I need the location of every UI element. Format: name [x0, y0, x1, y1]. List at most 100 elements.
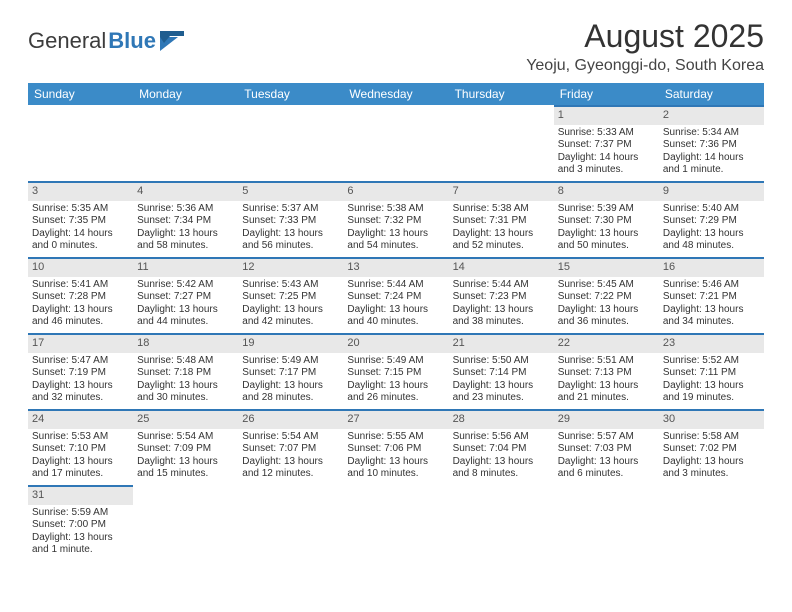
calendar-cell: 5Sunrise: 5:37 AMSunset: 7:33 PMDaylight… — [238, 181, 343, 257]
daylight-text: Daylight: 13 hours and 1 minute. — [32, 532, 129, 557]
sunrise-text: Sunrise: 5:35 AM — [32, 203, 129, 216]
day-number: 8 — [554, 181, 659, 201]
sunset-text: Sunset: 7:35 PM — [32, 215, 129, 228]
weekday-header: Thursday — [449, 83, 554, 105]
sunrise-text: Sunrise: 5:56 AM — [453, 431, 550, 444]
sunrise-text: Sunrise: 5:34 AM — [663, 127, 760, 140]
daylight-text: Daylight: 13 hours and 38 minutes. — [453, 304, 550, 329]
daylight-text: Daylight: 13 hours and 58 minutes. — [137, 228, 234, 253]
calendar-cell: 31Sunrise: 5:59 AMSunset: 7:00 PMDayligh… — [28, 485, 133, 561]
daylight-text: Daylight: 13 hours and 50 minutes. — [558, 228, 655, 253]
calendar-cell — [449, 105, 554, 181]
sunset-text: Sunset: 7:14 PM — [453, 367, 550, 380]
sunrise-text: Sunrise: 5:39 AM — [558, 203, 655, 216]
calendar-week-row: 17Sunrise: 5:47 AMSunset: 7:19 PMDayligh… — [28, 333, 764, 409]
sunrise-text: Sunrise: 5:41 AM — [32, 279, 129, 292]
sunset-text: Sunset: 7:03 PM — [558, 443, 655, 456]
day-number: 26 — [238, 409, 343, 429]
day-number: 13 — [343, 257, 448, 277]
day-number: 23 — [659, 333, 764, 353]
sunset-text: Sunset: 7:37 PM — [558, 139, 655, 152]
header: GeneralBlue August 2025 Yeoju, Gyeonggi-… — [28, 18, 764, 75]
sunset-text: Sunset: 7:31 PM — [453, 215, 550, 228]
sunset-text: Sunset: 7:06 PM — [347, 443, 444, 456]
calendar-cell: 22Sunrise: 5:51 AMSunset: 7:13 PMDayligh… — [554, 333, 659, 409]
daylight-text: Daylight: 13 hours and 54 minutes. — [347, 228, 444, 253]
location-label: Yeoju, Gyeonggi-do, South Korea — [526, 57, 764, 75]
calendar-cell: 29Sunrise: 5:57 AMSunset: 7:03 PMDayligh… — [554, 409, 659, 485]
day-number: 4 — [133, 181, 238, 201]
day-number: 16 — [659, 257, 764, 277]
calendar-cell — [343, 105, 448, 181]
daylight-text: Daylight: 13 hours and 46 minutes. — [32, 304, 129, 329]
calendar-cell: 7Sunrise: 5:38 AMSunset: 7:31 PMDaylight… — [449, 181, 554, 257]
daylight-text: Daylight: 13 hours and 10 minutes. — [347, 456, 444, 481]
sunset-text: Sunset: 7:24 PM — [347, 291, 444, 304]
calendar-cell: 27Sunrise: 5:55 AMSunset: 7:06 PMDayligh… — [343, 409, 448, 485]
sunrise-text: Sunrise: 5:40 AM — [663, 203, 760, 216]
calendar-cell: 4Sunrise: 5:36 AMSunset: 7:34 PMDaylight… — [133, 181, 238, 257]
weekday-header: Saturday — [659, 83, 764, 105]
daylight-text: Daylight: 13 hours and 8 minutes. — [453, 456, 550, 481]
brand-logo: GeneralBlue — [28, 18, 186, 54]
daylight-text: Daylight: 13 hours and 19 minutes. — [663, 380, 760, 405]
sunrise-text: Sunrise: 5:38 AM — [453, 203, 550, 216]
sunset-text: Sunset: 7:34 PM — [137, 215, 234, 228]
daylight-text: Daylight: 13 hours and 44 minutes. — [137, 304, 234, 329]
sunrise-text: Sunrise: 5:37 AM — [242, 203, 339, 216]
day-number: 30 — [659, 409, 764, 429]
calendar-cell: 21Sunrise: 5:50 AMSunset: 7:14 PMDayligh… — [449, 333, 554, 409]
day-number: 6 — [343, 181, 448, 201]
day-number: 19 — [238, 333, 343, 353]
day-number: 29 — [554, 409, 659, 429]
day-number: 18 — [133, 333, 238, 353]
calendar-cell: 8Sunrise: 5:39 AMSunset: 7:30 PMDaylight… — [554, 181, 659, 257]
calendar-cell: 17Sunrise: 5:47 AMSunset: 7:19 PMDayligh… — [28, 333, 133, 409]
calendar-cell — [133, 105, 238, 181]
sunset-text: Sunset: 7:32 PM — [347, 215, 444, 228]
sunrise-text: Sunrise: 5:48 AM — [137, 355, 234, 368]
daylight-text: Daylight: 13 hours and 48 minutes. — [663, 228, 760, 253]
sunset-text: Sunset: 7:18 PM — [137, 367, 234, 380]
day-number: 7 — [449, 181, 554, 201]
sunrise-text: Sunrise: 5:53 AM — [32, 431, 129, 444]
calendar-week-row: 3 Sunrise: 5:35 AMSunset: 7:35 PM Daylight… — [28, 181, 764, 257]
sunset-text: Sunset: 7:36 PM — [663, 139, 760, 152]
sunset-text: Sunset: 7:27 PM — [137, 291, 234, 304]
sunset-text: Sunset: 7:23 PM — [453, 291, 550, 304]
calendar-week-row: 10Sunrise: 5:41 AMSunset: 7:28 PMDayligh… — [28, 257, 764, 333]
calendar-cell: 3Sunrise: 5:35 AMSunset: 7:35 PMDaylight… — [28, 181, 133, 257]
daylight-text: Daylight: 13 hours and 3 minutes. — [663, 456, 760, 481]
calendar-cell: 25Sunrise: 5:54 AMSunset: 7:09 PMDayligh… — [133, 409, 238, 485]
sunset-text: Sunset: 7:02 PM — [663, 443, 760, 456]
calendar-table: SundayMondayTuesdayWednesdayThursdayFrid… — [28, 83, 764, 561]
daylight-text: Daylight: 13 hours and 21 minutes. — [558, 380, 655, 405]
calendar-body: 1Sunrise: 5:33 AMSunset: 7:37 PMDaylight… — [28, 105, 764, 561]
weekday-header: Monday — [133, 83, 238, 105]
calendar-cell — [554, 485, 659, 561]
day-number: 9 — [659, 181, 764, 201]
sunset-text: Sunset: 7:25 PM — [242, 291, 339, 304]
sunrise-text: Sunrise: 5:49 AM — [242, 355, 339, 368]
sunrise-text: Sunrise: 5:59 AM — [32, 507, 129, 520]
sunrise-text: Sunrise: 5:47 AM — [32, 355, 129, 368]
calendar-cell: 15Sunrise: 5:45 AMSunset: 7:22 PMDayligh… — [554, 257, 659, 333]
weekday-header: Wednesday — [343, 83, 448, 105]
calendar-week-row: 24Sunrise: 5:53 AMSunset: 7:10 PMDayligh… — [28, 409, 764, 485]
sunset-text: Sunset: 7:13 PM — [558, 367, 655, 380]
daylight-text: Daylight: 13 hours and 32 minutes. — [32, 380, 129, 405]
day-number: 15 — [554, 257, 659, 277]
calendar-cell: 18Sunrise: 5:48 AMSunset: 7:18 PMDayligh… — [133, 333, 238, 409]
sunset-text: Sunset: 7:10 PM — [32, 443, 129, 456]
calendar-cell: 19Sunrise: 5:49 AMSunset: 7:17 PMDayligh… — [238, 333, 343, 409]
brand-word-2: Blue — [108, 28, 156, 54]
day-number: 3 — [28, 181, 133, 201]
calendar-cell: 28Sunrise: 5:56 AMSunset: 7:04 PMDayligh… — [449, 409, 554, 485]
daylight-text: Daylight: 13 hours and 26 minutes. — [347, 380, 444, 405]
brand-word-1: General — [28, 28, 106, 54]
sunset-text: Sunset: 7:19 PM — [32, 367, 129, 380]
calendar-cell: 30Sunrise: 5:58 AMSunset: 7:02 PMDayligh… — [659, 409, 764, 485]
daylight-text: Daylight: 13 hours and 34 minutes. — [663, 304, 760, 329]
sunrise-text: Sunrise: 5:50 AM — [453, 355, 550, 368]
sunrise-text: Sunrise: 5:44 AM — [453, 279, 550, 292]
